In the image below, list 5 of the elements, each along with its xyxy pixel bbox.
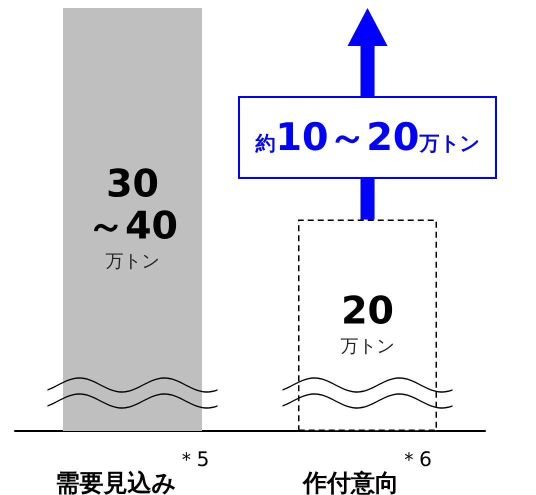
x-tick-label: 作付意向＊6 — [302, 447, 432, 495]
annotation: 約10～20万トン — [256, 115, 480, 159]
data-label: 20 万トン — [340, 288, 394, 357]
x-tick-label: 需要見込み＊5 — [56, 447, 210, 495]
data-label: 30 ～40 万トン — [87, 162, 178, 272]
